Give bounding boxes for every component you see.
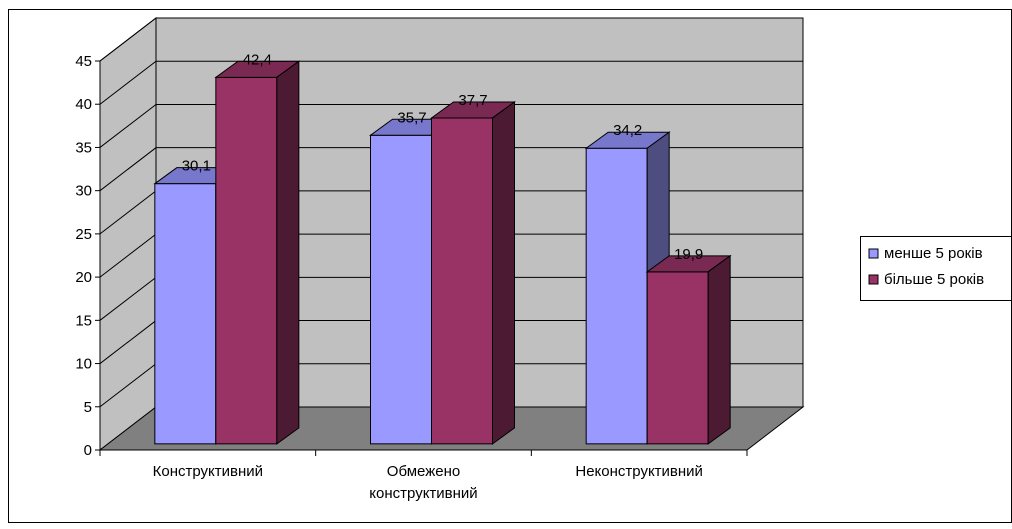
legend-label: менше 5 років xyxy=(884,245,983,262)
x-tick-label: Конструктивний xyxy=(153,463,263,480)
y-tick-label: 0 xyxy=(84,442,92,459)
legend-swatch xyxy=(868,274,879,285)
x-tick-label: Обмежено конструктивний xyxy=(369,463,477,502)
y-tick-label: 40 xyxy=(75,96,92,113)
y-tick-label: 15 xyxy=(75,312,92,329)
y-tick-label: 25 xyxy=(75,226,92,243)
data-label: 42,4 xyxy=(243,51,272,68)
data-label: 30,1 xyxy=(182,158,211,175)
y-tick-label: 10 xyxy=(75,356,92,373)
y-tick-label: 30 xyxy=(75,183,92,200)
gridline xyxy=(99,60,803,105)
y-tick-label: 35 xyxy=(75,139,92,156)
data-label: 37,7 xyxy=(458,92,487,109)
y-tick-label: 5 xyxy=(84,399,92,416)
y-tick-label: 20 xyxy=(75,269,92,286)
gridline xyxy=(99,103,803,148)
bar-s2-c3-side xyxy=(707,254,731,445)
bar-s2-c2-side xyxy=(492,100,515,445)
legend: менше 5 років більше 5 років xyxy=(860,236,1012,301)
legend-swatch xyxy=(868,248,879,259)
bar-s2-c1-side xyxy=(276,60,300,445)
gridline xyxy=(99,17,803,62)
bar-s2-c3-front xyxy=(646,271,709,445)
data-label: 34,2 xyxy=(613,122,642,139)
x-tick-label: Неконструктивний xyxy=(575,463,703,480)
data-label: 35,7 xyxy=(397,109,426,126)
bar-s1-c1-front xyxy=(154,183,217,445)
bar-s2-c2-front xyxy=(431,117,493,445)
legend-label: більше 5 років xyxy=(884,271,984,288)
y-tick-label: 45 xyxy=(75,53,92,70)
data-label: 19,9 xyxy=(674,246,703,263)
bar-s1-c2-front xyxy=(370,134,432,445)
bar-s1-c3-front xyxy=(585,147,648,445)
bar-s2-c1-front xyxy=(215,76,278,445)
